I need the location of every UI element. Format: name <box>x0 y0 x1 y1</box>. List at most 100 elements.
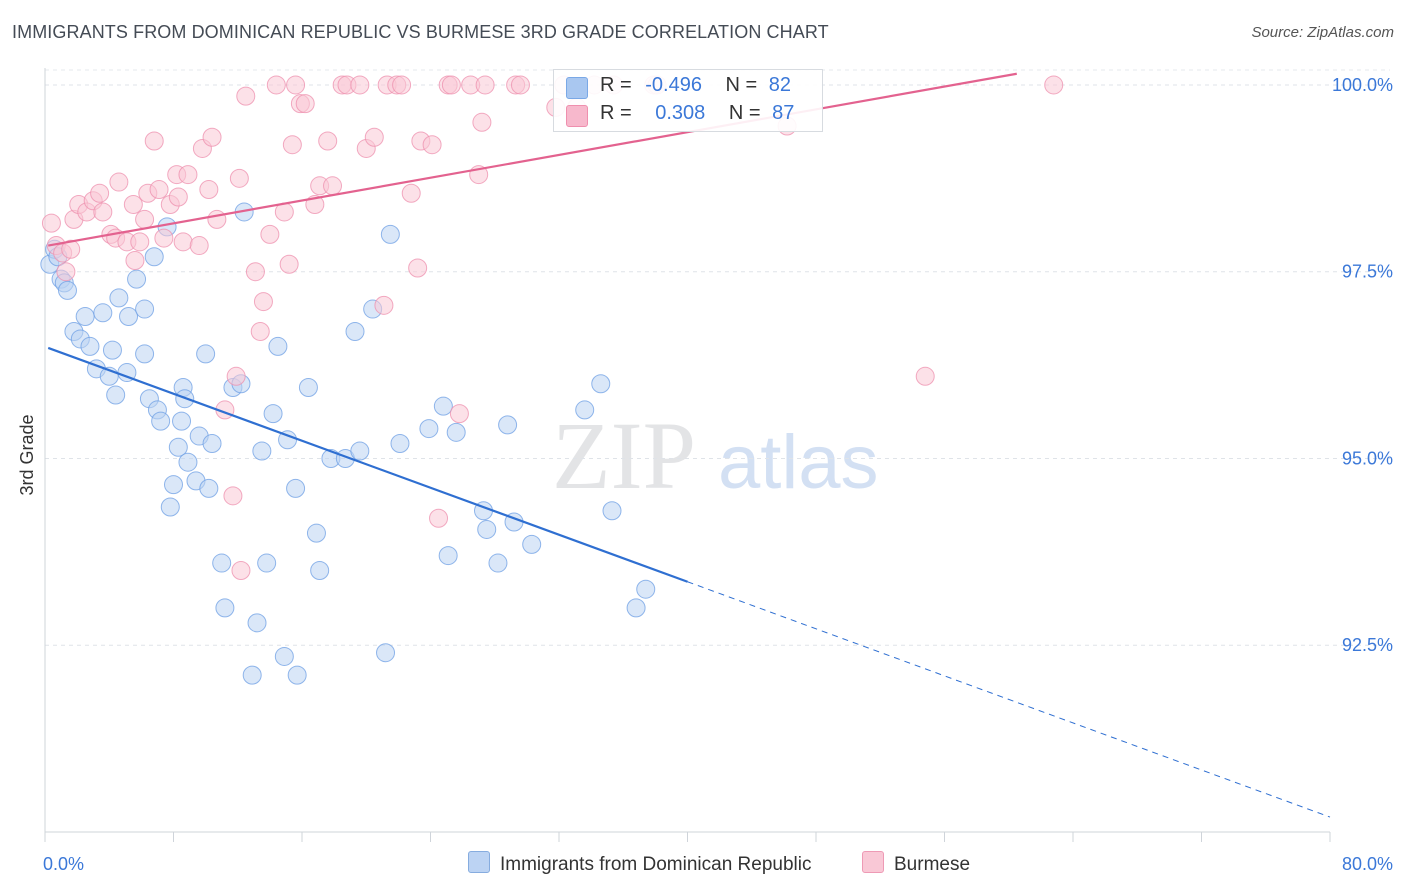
tick-labels: 92.5% 95.0% 97.5% 100.0% 0.0% 80.0% <box>43 75 1393 874</box>
data-point-burmese <box>318 131 338 151</box>
data-point-dominican <box>242 665 262 685</box>
data-point-dominican <box>626 598 646 618</box>
data-point-burmese <box>245 262 265 282</box>
data-point-dominican <box>102 340 122 360</box>
data-point-dominican <box>446 422 466 442</box>
data-point-dominican <box>257 553 277 573</box>
data-point-burmese <box>408 258 428 278</box>
trend-lines <box>47 72 1331 818</box>
y-tick-label: 100.0% <box>1332 75 1393 95</box>
data-point-burmese <box>109 172 129 192</box>
data-point-dominican <box>151 411 171 431</box>
data-point-burmese <box>93 202 113 222</box>
data-point-burmese <box>173 232 193 252</box>
data-point-burmese <box>1044 75 1064 95</box>
data-point-dominican <box>438 546 458 566</box>
data-point-dominican <box>376 643 396 663</box>
data-point-burmese <box>475 75 495 95</box>
data-point-dominican <box>109 288 129 308</box>
gridlines <box>45 69 1390 646</box>
legend-swatch-burmese <box>566 105 588 127</box>
data-point-burmese <box>915 366 935 386</box>
y-tick-label: 92.5% <box>1342 635 1393 655</box>
data-point-dominican <box>602 501 622 521</box>
legend-n-value: 87 <box>772 102 795 124</box>
legend-n-label: N = <box>728 102 761 124</box>
data-point-dominican <box>202 434 222 454</box>
data-point-dominican <box>215 598 235 618</box>
data-point-burmese <box>144 131 164 151</box>
data-points <box>40 75 1064 685</box>
data-point-dominican <box>252 441 272 461</box>
data-point-burmese <box>207 209 227 229</box>
data-point-dominican <box>575 400 595 420</box>
data-point-burmese <box>189 236 209 256</box>
data-point-burmese <box>260 224 280 244</box>
data-point-burmese <box>223 486 243 506</box>
data-point-burmese <box>90 183 110 203</box>
legend-r-label: R = <box>600 102 632 124</box>
data-point-dominican <box>310 561 330 581</box>
data-point-dominican <box>80 336 100 356</box>
data-point-dominican <box>172 411 192 431</box>
data-point-dominican <box>127 269 147 289</box>
data-point-dominican <box>135 344 155 364</box>
data-point-dominican <box>298 378 318 397</box>
trend-line-dominican <box>47 346 688 583</box>
data-point-burmese <box>41 213 61 233</box>
trend-line-dominican-extension <box>687 581 1331 818</box>
data-point-burmese <box>282 135 302 155</box>
data-point-dominican <box>57 280 77 300</box>
chart-title: IMMIGRANTS FROM DOMINICAN REPUBLIC VS BU… <box>12 22 829 42</box>
data-point-dominican <box>350 441 370 461</box>
data-point-burmese <box>199 180 219 200</box>
x-tick-label: 80.0% <box>1342 854 1393 874</box>
data-point-dominican <box>168 437 188 457</box>
data-point-burmese <box>441 75 461 95</box>
data-point-burmese <box>56 262 76 282</box>
data-point-burmese <box>236 86 256 106</box>
legend-swatch-burmese <box>862 851 884 873</box>
data-point-burmese <box>472 112 492 132</box>
data-point-dominican <box>591 374 611 394</box>
data-point-burmese <box>392 75 412 95</box>
bottom-legend-dominican[interactable]: Immigrants from Dominican Republic <box>468 851 812 876</box>
data-point-dominican <box>199 478 219 498</box>
data-point-dominican <box>247 613 267 633</box>
data-point-dominican <box>287 665 307 685</box>
data-point-burmese <box>374 295 394 315</box>
data-point-burmese <box>449 404 469 424</box>
source-label: Source: ZipAtlas.com <box>1251 24 1394 41</box>
data-point-burmese <box>135 209 155 229</box>
data-point-dominican <box>380 224 400 244</box>
data-point-dominican <box>268 336 288 356</box>
y-tick-label: 97.5% <box>1342 262 1393 282</box>
data-point-burmese <box>364 127 384 147</box>
data-point-dominican <box>498 415 518 435</box>
data-point-dominican <box>390 434 410 454</box>
data-point-burmese <box>250 321 270 341</box>
axes <box>44 68 1331 842</box>
data-point-dominican <box>274 646 294 666</box>
data-point-burmese <box>226 366 246 386</box>
data-point-burmese <box>154 228 174 248</box>
data-point-burmese <box>401 183 421 203</box>
data-point-dominican <box>263 404 283 424</box>
data-point-dominican <box>433 396 453 416</box>
legend-r-label: R = <box>600 74 632 96</box>
data-point-burmese <box>202 127 222 147</box>
data-point-dominican <box>286 478 306 498</box>
correlation-legend: R = -0.496 N = 82 R = 0.308 N = 87 <box>553 69 823 132</box>
legend-r-value: 0.308 <box>655 102 706 124</box>
bottom-legend-burmese[interactable]: Burmese <box>862 851 970 876</box>
data-point-burmese <box>149 180 169 200</box>
data-point-dominican <box>522 534 542 554</box>
data-point-burmese <box>178 165 198 185</box>
data-point-dominican <box>93 303 113 323</box>
data-point-burmese <box>295 94 315 114</box>
y-tick-label: 95.0% <box>1342 448 1393 468</box>
legend-n-label: N = <box>725 74 758 96</box>
legend-swatch-dominican <box>566 77 588 99</box>
x-tick-label: 0.0% <box>43 854 84 874</box>
